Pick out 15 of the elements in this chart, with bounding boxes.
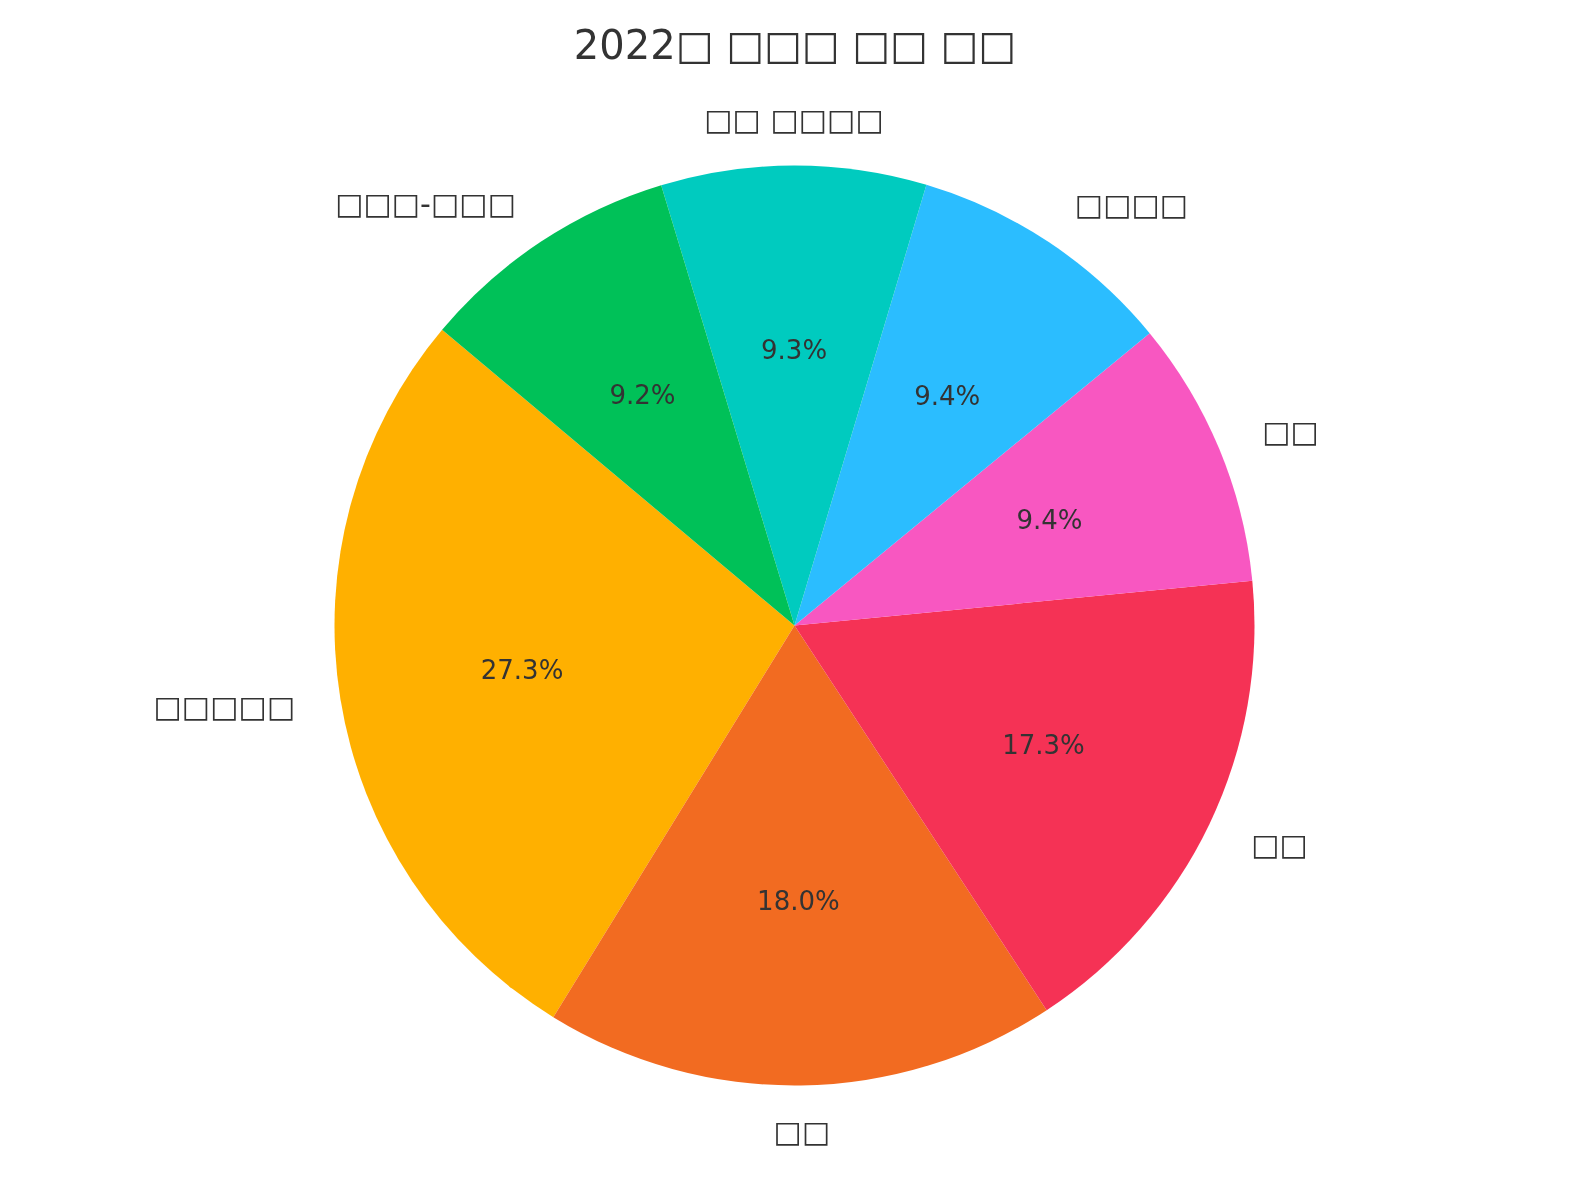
data-label: 9.4%	[1016, 504, 1083, 535]
slice-label: □□□□	[1074, 186, 1188, 222]
data-label: 18.0%	[757, 886, 840, 917]
data-label: 17.3%	[1002, 729, 1085, 760]
chart-title: 2022□ □□□ □□ □□	[573, 21, 1017, 68]
slice-label: □□□-□□□	[334, 185, 516, 221]
slice-label: □□	[1261, 414, 1319, 450]
data-label: 9.2%	[609, 380, 676, 411]
slice-label: □□ □□□□	[703, 102, 884, 137]
slice-label: □□	[773, 1113, 831, 1149]
slice-label: □□	[1250, 826, 1308, 862]
data-label: 9.3%	[761, 334, 828, 365]
data-label: 9.4%	[914, 380, 981, 411]
data-label: 27.3%	[480, 654, 564, 685]
slice-label: □□□□□	[153, 688, 295, 724]
